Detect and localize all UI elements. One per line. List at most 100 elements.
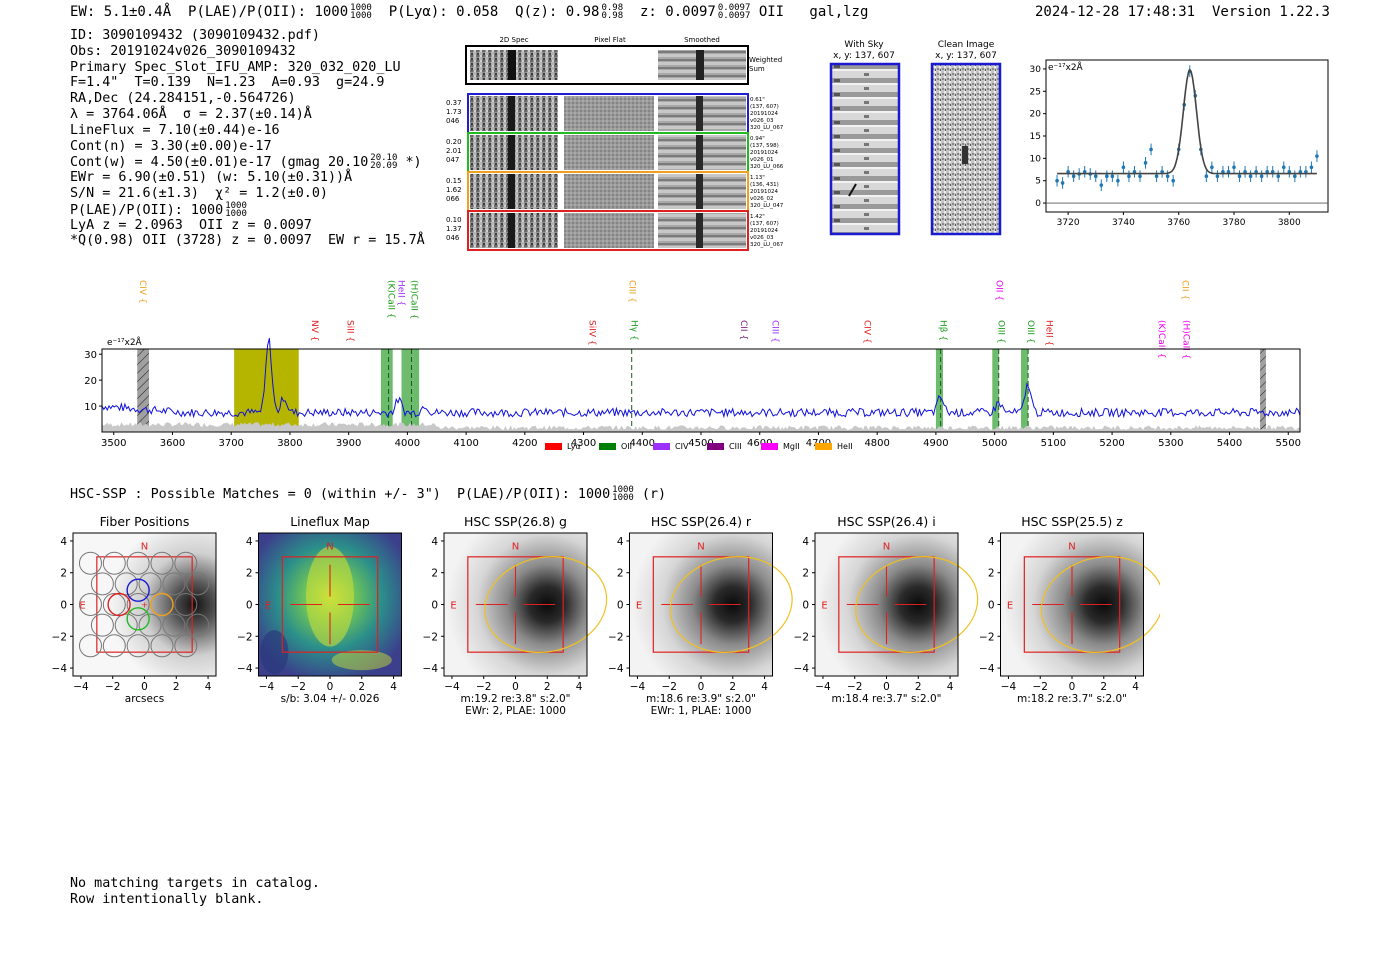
spectrum-line-marker: CIII { xyxy=(626,280,636,303)
spectrum-xtick-label: 3500 xyxy=(101,438,126,449)
line-fit-point xyxy=(1232,161,1236,174)
spectrum-xtick-label: 4400 xyxy=(630,438,655,449)
weighted-sum-strip xyxy=(465,45,749,85)
info-plae: P(LAE)/P(OII): 1000 1000 1000 xyxy=(70,200,247,219)
info-id: ID: 3090109432 (3090109432.pdf) xyxy=(70,28,320,43)
hsc-panel-title: HSC SSP(25.5) z xyxy=(1021,514,1123,529)
hsc-xtick-label: 2 xyxy=(173,681,180,693)
info-sn: S/N = 21.6(±1.3) χ² = 1.2(±0.0) xyxy=(70,185,328,201)
fiber-circle xyxy=(162,572,186,596)
fiber-circle xyxy=(78,551,102,575)
hsc-panel-title: Lineflux Map xyxy=(290,514,370,529)
fiber-circle xyxy=(162,613,186,637)
spectrum-shaded-region xyxy=(1021,349,1029,432)
hsc-panel-caption: s/b: 3.04 +/- 0.026 xyxy=(281,693,380,705)
hsc-search-box xyxy=(838,556,935,653)
fiber-circle xyxy=(126,551,150,575)
spec2d-row-smoothed-trace xyxy=(696,213,703,248)
spec2d-row-trace xyxy=(508,96,515,131)
spectrum-shaded-region xyxy=(935,349,943,432)
header-z-frac: 0.0097 0.0097 xyxy=(717,3,751,21)
info-lambda: λ = 3764.06Å σ = 2.37(±0.14)Å xyxy=(70,106,312,122)
hsc-aperture-ellipse xyxy=(484,556,608,653)
hsc-xtick-label: −4 xyxy=(815,681,831,693)
hsc-ytick-label: 2 xyxy=(431,568,438,580)
hsc-ytick-label: 2 xyxy=(617,568,624,580)
hsc-panel-caption-2: EWr: 2, PLAE: 1000 xyxy=(465,705,566,717)
spectrum-line-label: NV { xyxy=(309,320,319,341)
spectrum-legend: Lyα OII CIV CIII MgII HeII xyxy=(545,442,853,451)
spec2d-row-smoothed-trace xyxy=(696,135,703,170)
header-z: z: 0.0097 xyxy=(640,4,716,20)
line-fit-point xyxy=(1132,165,1137,178)
hsc-east-label: E xyxy=(636,601,642,612)
spectrum-xtick-label: 3600 xyxy=(160,438,185,449)
spectrum-line-label: CIII { xyxy=(626,280,636,303)
hsc-panel: HSC SSP(26.4) r N E −4 −4 −2 −2 0 0 2 2 4 4 m:18.6 re… xyxy=(608,514,793,717)
header-ew: EW: 5.1±0.4Å xyxy=(70,4,172,20)
hsc-xtick-label: 0 xyxy=(1069,681,1076,693)
fiber-circle xyxy=(186,613,210,637)
hsc-aperture-ellipse xyxy=(855,556,979,653)
spec2d-row-right-label: (137, 607) xyxy=(750,221,779,227)
hsc-ytick-label: 4 xyxy=(246,536,253,548)
spec2d-row-right-label: 320_LU_047 xyxy=(750,203,784,209)
spec2d-row-right-label: 20191024 xyxy=(750,111,778,117)
svg-text:MgII: MgII xyxy=(783,442,800,451)
info-contw: Cont(w) = 4.50(±0.01)e-17 (gmag 20.10 20.… xyxy=(70,153,422,172)
hsc-xtick-label: 2 xyxy=(544,681,551,693)
spec2d-row-right-label: (137, 607) xyxy=(750,104,779,110)
hsc-xtick-label: 0 xyxy=(698,681,705,693)
spec2d-row-right-label: (137, 598) xyxy=(750,143,779,149)
line-fit-ytick-label: 25 xyxy=(1030,87,1041,97)
line-fit-xtick-label: 3720 xyxy=(1057,218,1080,228)
spectrum-xtick-label: 3900 xyxy=(336,438,361,449)
line-fit-point xyxy=(1259,170,1264,183)
spec2d-row-trace xyxy=(508,213,515,248)
header-summary: EW: 5.1±0.4Å P(LAE)/P(OII): 1000 1000 1000… xyxy=(70,3,868,21)
spectrum-line-marker: HeII { xyxy=(396,280,406,306)
hsc-ytick-label: −2 xyxy=(794,631,809,643)
with-sky-coords: x, y: 137, 607 xyxy=(833,51,895,61)
spectrum-xtick-label: 4300 xyxy=(571,438,596,449)
spec2d-row-right-label: 0.94" xyxy=(750,136,765,142)
hsc-ytick-label: −2 xyxy=(52,631,67,643)
hsc-image-row: Fiber Positions N E + −4 −4 −2 −2 0 0 2 2 4 4 arcsecs L… xyxy=(52,514,1160,717)
spectrum-line-label: HeII { xyxy=(396,280,406,306)
fiber-circle xyxy=(174,551,198,575)
spec2d-row-left-label: 1.37 xyxy=(446,225,462,233)
info-contn: Cont(n) = 3.30(±0.00)e-17 xyxy=(70,138,272,154)
line-fit-point xyxy=(1082,165,1087,178)
spectrum-line-marker: CIV { xyxy=(861,320,871,344)
spec2d-row-left-label: 0.37 xyxy=(446,99,462,107)
hsc-search-box xyxy=(467,556,564,653)
hsc-east-label: E xyxy=(79,601,85,612)
spectrum-line-marker: NV { xyxy=(309,320,319,341)
spec2d-row-right-label: 320_LU_066 xyxy=(750,164,784,170)
spec2d-row-left-label: 046 xyxy=(446,234,460,242)
spec2d-row-flat xyxy=(564,174,654,209)
line-fit-point xyxy=(1066,165,1070,178)
line-fit-curve xyxy=(1057,68,1317,175)
line-fit-point xyxy=(1293,170,1297,183)
line-fit-point xyxy=(1215,170,1220,183)
hsc-north-label: N xyxy=(326,542,333,553)
info-obs: Obs: 20191024v026_3090109432 xyxy=(70,43,296,59)
line-fit-point xyxy=(1210,161,1214,174)
line-fit-xtick-label: 3780 xyxy=(1223,218,1246,228)
hsc-xtick-label: −4 xyxy=(1001,681,1017,693)
spectrum-masked-region xyxy=(137,349,149,432)
line-fit-point xyxy=(1221,165,1225,178)
line-fit-point xyxy=(1248,170,1253,183)
spectrum-xtick-label: 4000 xyxy=(395,438,420,449)
header-date-version: 2024-12-28 17:48:31 Version 1.22.3 xyxy=(1035,4,1330,20)
hsc-panel-caption: m:18.2 re:3.7" s:2.0" xyxy=(1017,693,1127,705)
spec2d-panel: 2D Spec Pixel Flat Smoothed Weighted Sum… xyxy=(446,36,784,251)
hsc-ytick-label: −4 xyxy=(979,663,995,675)
hsc-search-box xyxy=(281,556,379,653)
line-fit-points xyxy=(1055,65,1319,191)
fiber-circle-highlight xyxy=(107,592,131,617)
